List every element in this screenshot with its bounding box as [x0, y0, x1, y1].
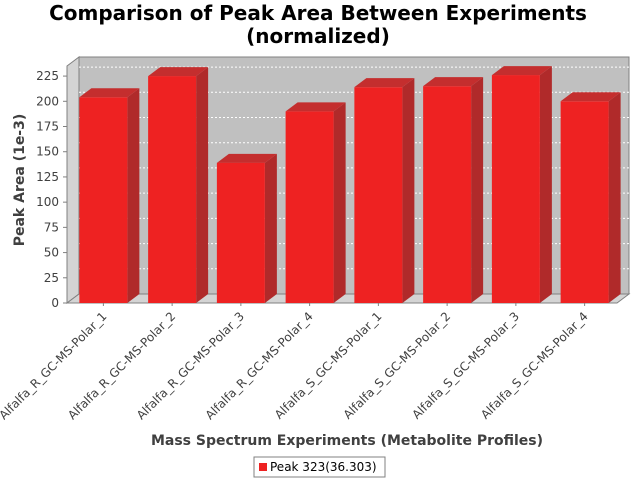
- bar-front: [285, 111, 334, 303]
- bar-top: [423, 77, 484, 87]
- bar: [560, 92, 621, 303]
- bar-front: [423, 86, 472, 303]
- y-tick-label: 225: [36, 69, 59, 83]
- legend-swatch: [259, 463, 267, 471]
- y-axis: 0 25 50 75 100 125 150 175 200 225: [36, 66, 68, 310]
- bar-side: [127, 88, 140, 304]
- legend: Peak 323(36.303): [253, 456, 386, 478]
- bar-front: [148, 76, 197, 303]
- x-axis: Alfalfa_R_GC-MS-Polar_1Alfalfa_R_GC-MS-P…: [0, 303, 591, 422]
- bar-top: [216, 153, 277, 163]
- bar-side: [608, 92, 621, 303]
- bar-front: [560, 101, 609, 303]
- bar-front: [491, 75, 540, 303]
- bar: [354, 78, 415, 303]
- y-axis-label: Peak Area (1e-3): [12, 114, 28, 247]
- bar: [79, 88, 140, 304]
- chart-title-line-2: (normalized): [246, 24, 390, 48]
- bar: [285, 102, 346, 303]
- bar: [491, 66, 552, 303]
- plot-left-wall: [66, 56, 80, 304]
- bar-top: [79, 88, 140, 98]
- bar-side: [264, 153, 277, 303]
- y-tick-label: 125: [36, 170, 59, 184]
- bar-side: [471, 77, 484, 303]
- y-tick-label: 75: [44, 220, 59, 234]
- bar: [216, 153, 277, 303]
- y-tick-label: 25: [44, 271, 59, 285]
- bar-side: [196, 67, 209, 303]
- legend-series-label: Peak 323(36.303): [270, 460, 377, 474]
- bar-top: [285, 102, 346, 112]
- bar-top: [560, 92, 621, 102]
- chart-title-line-1: Comparison of Peak Area Between Experime…: [49, 1, 587, 25]
- y-tick-label: 50: [44, 246, 59, 260]
- bar-top: [491, 66, 552, 76]
- bar-front: [216, 162, 265, 303]
- bar-side: [333, 102, 346, 303]
- y-tick-label: 100: [36, 195, 59, 209]
- y-tick-label: 150: [36, 145, 59, 159]
- bar-top: [148, 67, 209, 77]
- bar-top: [354, 78, 415, 88]
- y-tick-label: 175: [36, 120, 59, 134]
- bar: [148, 67, 209, 303]
- legend-box: [253, 456, 386, 478]
- x-tick-label: Alfalfa_R_GC-MS-Polar_1: [0, 309, 109, 422]
- bar: [423, 77, 484, 303]
- bar-front: [79, 97, 128, 304]
- y-tick-label: 0: [51, 296, 59, 310]
- bar-side: [402, 78, 415, 303]
- bars: [79, 66, 621, 304]
- bar-side: [539, 66, 552, 303]
- x-axis-label: Mass Spectrum Experiments (Metabolite Pr…: [151, 433, 543, 449]
- bar-front: [354, 87, 403, 303]
- y-tick-label: 200: [36, 94, 59, 108]
